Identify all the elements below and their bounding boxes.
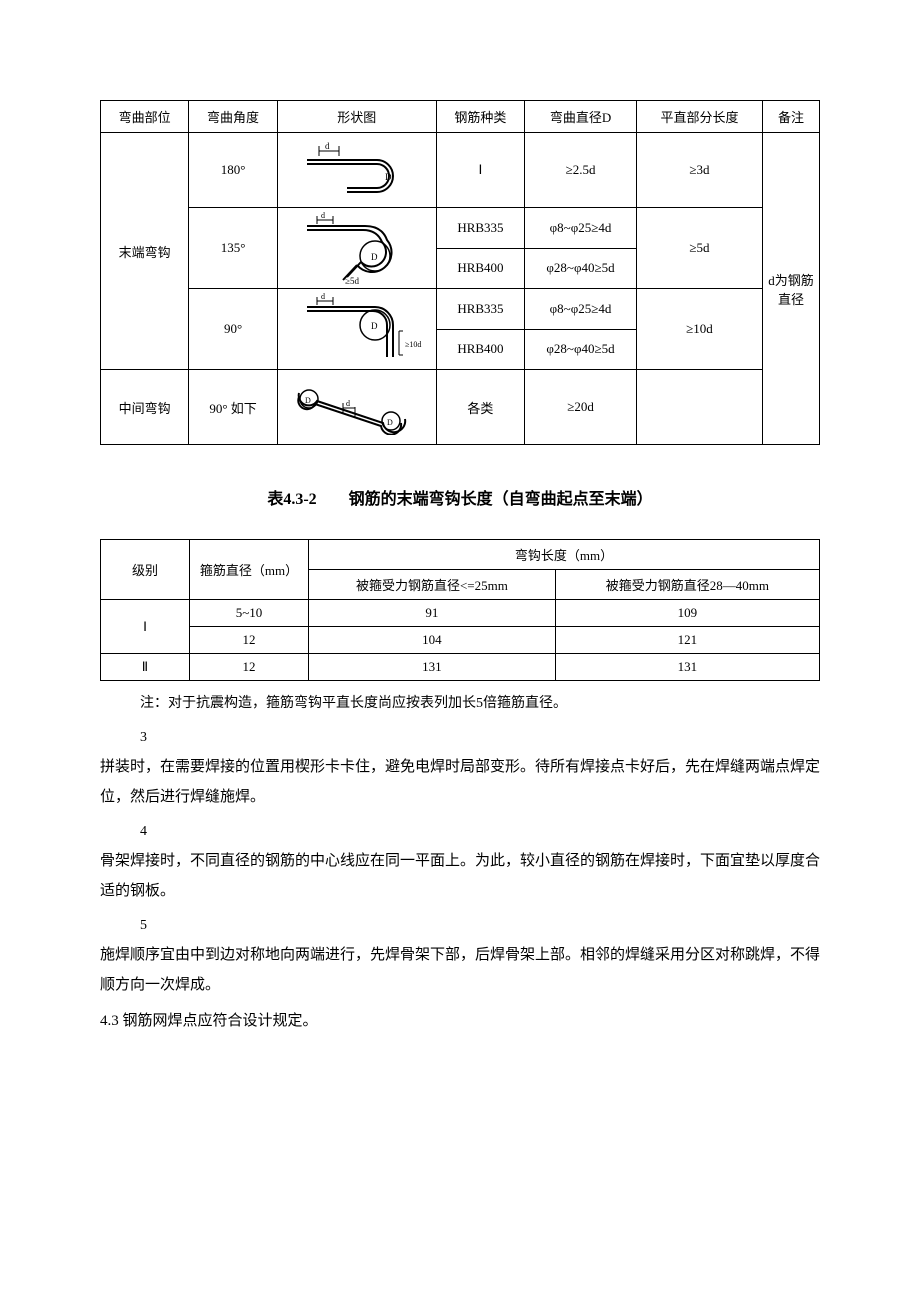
col-sub2: 被箍受力钢筋直径28—40mm xyxy=(555,570,819,600)
cell-remark: d为钢筋直径 xyxy=(763,133,820,445)
table-row: 中间弯钩 90° 如下 D D d 各类 ≥20d xyxy=(101,370,820,445)
col-len: 弯钩长度（mm） xyxy=(309,540,820,570)
svg-text:d: d xyxy=(346,399,350,408)
cell-a: 104 xyxy=(309,627,556,654)
cell-a: 91 xyxy=(309,600,556,627)
svg-text:≥5d: ≥5d xyxy=(345,276,359,286)
svg-text:d: d xyxy=(325,141,330,151)
cell-dia: φ8~φ25≥4d xyxy=(525,289,637,330)
cell-type: HRB335 xyxy=(436,208,524,249)
cell-level: Ⅰ xyxy=(101,600,190,654)
paragraph-5: 施焊顺序宜由中到边对称地向两端进行，先焊骨架下部，后焊骨架上部。相邻的焊缝采用分… xyxy=(100,940,820,1000)
table-row: Ⅰ 5~10 91 109 xyxy=(101,600,820,627)
svg-text:D: D xyxy=(371,252,378,262)
cell-straight: ≥10d xyxy=(636,289,762,370)
svg-text:D: D xyxy=(305,396,311,405)
col-type: 钢筋种类 xyxy=(436,101,524,133)
cell-b: 109 xyxy=(555,600,819,627)
col-shape: 形状图 xyxy=(277,101,436,133)
heading-5: 5 xyxy=(140,918,820,934)
paragraph-4: 骨架焊接时，不同直径的钢筋的中心线应在同一平面上。为此，较小直径的钢筋在焊接时，… xyxy=(100,846,820,906)
paragraph-3: 拼装时，在需要焊接的位置用楔形卡卡住，避免电焊时局部变形。待所有焊接点卡好后，先… xyxy=(100,752,820,812)
cell-angle: 90° xyxy=(189,289,277,370)
cell-dia: 12 xyxy=(190,654,309,681)
cell-angle: 135° xyxy=(189,208,277,289)
col-dia: 弯曲直径D xyxy=(525,101,637,133)
cell-dia: ≥20d xyxy=(525,370,637,445)
col-part: 弯曲部位 xyxy=(101,101,189,133)
hook-length-table: 级别 箍筋直径（mm） 弯钩长度（mm） 被箍受力钢筋直径<=25mm 被箍受力… xyxy=(100,539,820,681)
bend-spec-table: 弯曲部位 弯曲角度 形状图 钢筋种类 弯曲直径D 平直部分长度 备注 末端弯钩 … xyxy=(100,100,820,445)
svg-text:≥10d: ≥10d xyxy=(405,340,421,349)
col-straight: 平直部分长度 xyxy=(636,101,762,133)
cell-dia: φ28~φ40≥5d xyxy=(525,248,637,289)
table2-caption: 表4.3-2 钢筋的末端弯钩长度（自弯曲起点至末端） xyxy=(100,485,820,509)
cell-straight: ≥3d xyxy=(636,133,762,208)
svg-text:D: D xyxy=(371,321,378,331)
section-4-3: 4.3 钢筋网焊点应符合设计规定。 xyxy=(100,1006,820,1036)
shape-mid-icon: D D d xyxy=(277,370,436,445)
cell-b: 131 xyxy=(555,654,819,681)
shape-135-icon: D ≥5d d xyxy=(277,208,436,289)
cell-dia: 5~10 xyxy=(190,600,309,627)
cell-level: Ⅱ xyxy=(101,654,190,681)
col-dia: 箍筋直径（mm） xyxy=(190,540,309,600)
table-header-row: 弯曲部位 弯曲角度 形状图 钢筋种类 弯曲直径D 平直部分长度 备注 xyxy=(101,101,820,133)
col-remark: 备注 xyxy=(763,101,820,133)
cell-dia: 12 xyxy=(190,627,309,654)
cell-type: HRB335 xyxy=(436,289,524,330)
svg-text:D: D xyxy=(385,172,392,182)
svg-text:d: d xyxy=(321,292,325,301)
table-row: 末端弯钩 180° d D Ⅰ ≥2.5d ≥3d d为钢筋直径 xyxy=(101,133,820,208)
table2-note: 注：对于抗震构造，箍筋弯钩平直长度尚应按表列加长5倍箍筋直径。 xyxy=(140,691,820,716)
col-level: 级别 xyxy=(101,540,190,600)
cell-type: 各类 xyxy=(436,370,524,445)
table-row: 12 104 121 xyxy=(101,627,820,654)
table-row: 135° D ≥5d d HRB335 φ8~φ25≥4d ≥5d xyxy=(101,208,820,249)
table-row: 90° D ≥10d d HRB335 φ8~φ25≥4d ≥10d xyxy=(101,289,820,330)
cell-b: 121 xyxy=(555,627,819,654)
cell-part-mid: 中间弯钩 xyxy=(101,370,189,445)
shape-180-icon: d D xyxy=(277,133,436,208)
heading-4: 4 xyxy=(140,824,820,840)
table-header-row: 级别 箍筋直径（mm） 弯钩长度（mm） xyxy=(101,540,820,570)
shape-90-icon: D ≥10d d xyxy=(277,289,436,370)
cell-dia: ≥2.5d xyxy=(525,133,637,208)
heading-3: 3 xyxy=(140,730,820,746)
cell-straight xyxy=(636,370,762,445)
svg-text:D: D xyxy=(387,418,393,427)
cell-type: HRB400 xyxy=(436,248,524,289)
cell-angle: 180° xyxy=(189,133,277,208)
cell-part-end: 末端弯钩 xyxy=(101,133,189,370)
cell-dia: φ28~φ40≥5d xyxy=(525,329,637,370)
table-row: Ⅱ 12 131 131 xyxy=(101,654,820,681)
col-sub1: 被箍受力钢筋直径<=25mm xyxy=(309,570,556,600)
col-angle: 弯曲角度 xyxy=(189,101,277,133)
cell-dia: φ8~φ25≥4d xyxy=(525,208,637,249)
cell-a: 131 xyxy=(309,654,556,681)
svg-text:d: d xyxy=(321,211,325,220)
cell-angle: 90° 如下 xyxy=(189,370,277,445)
cell-type: HRB400 xyxy=(436,329,524,370)
cell-type: Ⅰ xyxy=(436,133,524,208)
cell-straight: ≥5d xyxy=(636,208,762,289)
